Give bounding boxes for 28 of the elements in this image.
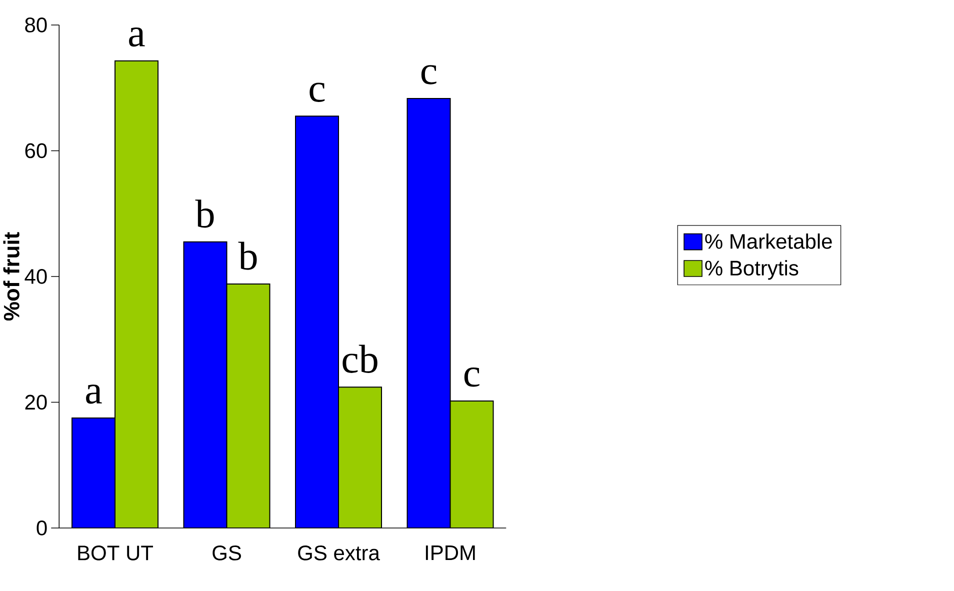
x-tick-label: IPDM — [426, 546, 475, 560]
data-label: b — [238, 242, 257, 270]
x-tick-label: GS extra — [298, 546, 380, 560]
legend-label: % Botrytis — [705, 260, 798, 280]
bar — [450, 400, 494, 528]
data-label: c — [310, 82, 325, 102]
data-label: cb — [342, 344, 378, 373]
data-label: a — [86, 384, 102, 404]
data-label: b — [195, 200, 214, 228]
bar — [295, 116, 340, 528]
legend-label: % Marketable — [705, 233, 832, 249]
bar — [226, 284, 270, 528]
data-label: c — [421, 65, 436, 84]
y-tick-label: 60 — [25, 143, 47, 158]
y-tick-label: 80 — [25, 18, 47, 32]
data-label: a — [129, 27, 145, 47]
y-axis-title: %of fruit — [3, 232, 20, 321]
y-tick-label: 40 — [24, 269, 47, 284]
x-tick-label: GS — [212, 546, 241, 560]
data-label: c — [464, 368, 480, 387]
bar — [183, 241, 228, 528]
bar — [72, 417, 116, 528]
y-tick-label: 20 — [25, 394, 47, 410]
y-tick-label: 0 — [36, 520, 47, 536]
x-tick-label: BOT UT — [78, 546, 154, 560]
bar — [114, 60, 159, 528]
bar — [338, 386, 382, 528]
bar — [406, 98, 451, 528]
